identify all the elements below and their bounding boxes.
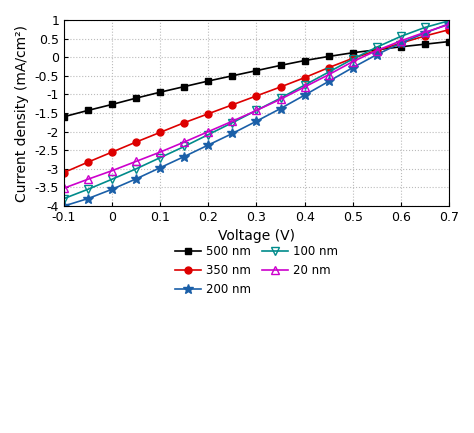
20 nm xyxy=(229,119,235,124)
Line: 20 nm: 20 nm xyxy=(60,20,453,192)
350 nm xyxy=(302,75,308,80)
350 nm xyxy=(278,84,283,90)
20 nm xyxy=(326,72,331,77)
500 nm xyxy=(350,50,356,55)
100 nm xyxy=(278,96,283,101)
200 nm xyxy=(61,204,67,209)
500 nm xyxy=(61,114,67,120)
100 nm xyxy=(398,34,404,39)
500 nm xyxy=(205,78,211,84)
350 nm xyxy=(157,130,163,135)
500 nm xyxy=(85,108,91,113)
500 nm xyxy=(398,44,404,49)
Line: 500 nm: 500 nm xyxy=(61,38,453,120)
500 nm xyxy=(278,63,283,68)
20 nm xyxy=(350,59,356,64)
350 nm xyxy=(254,93,259,98)
500 nm xyxy=(446,39,452,44)
200 nm xyxy=(422,30,428,36)
20 nm xyxy=(85,177,91,182)
100 nm xyxy=(205,132,211,137)
100 nm xyxy=(61,196,67,201)
20 nm xyxy=(182,139,187,145)
350 nm xyxy=(205,111,211,116)
200 nm xyxy=(326,79,331,84)
350 nm xyxy=(61,170,67,175)
350 nm xyxy=(85,159,91,165)
100 nm xyxy=(422,25,428,30)
500 nm xyxy=(182,84,187,89)
500 nm xyxy=(326,54,331,59)
Y-axis label: Current density (mA/cm²): Current density (mA/cm²) xyxy=(15,25,29,201)
200 nm xyxy=(374,52,380,57)
100 nm xyxy=(254,108,259,113)
350 nm xyxy=(109,149,115,155)
20 nm xyxy=(374,48,380,53)
100 nm xyxy=(350,56,356,61)
500 nm xyxy=(422,42,428,47)
350 nm xyxy=(182,120,187,125)
500 nm xyxy=(302,58,308,63)
20 nm xyxy=(278,97,283,102)
200 nm xyxy=(182,154,187,159)
350 nm xyxy=(422,33,428,39)
100 nm xyxy=(109,177,115,182)
100 nm xyxy=(157,155,163,160)
20 nm xyxy=(302,84,308,90)
500 nm xyxy=(133,96,139,101)
Legend: 500 nm, 350 nm, 200 nm, 100 nm, 20 nm: 500 nm, 350 nm, 200 nm, 100 nm, 20 nm xyxy=(175,246,338,296)
200 nm xyxy=(205,142,211,148)
Line: 100 nm: 100 nm xyxy=(60,16,453,203)
100 nm xyxy=(302,83,308,88)
20 nm xyxy=(446,22,452,27)
200 nm xyxy=(446,21,452,26)
500 nm xyxy=(254,68,259,73)
X-axis label: Voltage (V): Voltage (V) xyxy=(218,229,295,243)
20 nm xyxy=(422,30,428,35)
100 nm xyxy=(374,45,380,50)
100 nm xyxy=(182,144,187,149)
Line: 200 nm: 200 nm xyxy=(59,19,454,211)
350 nm xyxy=(446,27,452,32)
200 nm xyxy=(278,106,283,111)
20 nm xyxy=(205,129,211,134)
100 nm xyxy=(446,18,452,23)
500 nm xyxy=(229,73,235,78)
350 nm xyxy=(350,56,356,61)
350 nm xyxy=(229,102,235,107)
350 nm xyxy=(133,139,139,145)
20 nm xyxy=(133,159,139,164)
200 nm xyxy=(157,165,163,170)
100 nm xyxy=(229,120,235,125)
20 nm xyxy=(61,186,67,191)
200 nm xyxy=(302,93,308,98)
200 nm xyxy=(398,40,404,45)
20 nm xyxy=(398,38,404,43)
500 nm xyxy=(157,90,163,95)
200 nm xyxy=(229,131,235,136)
20 nm xyxy=(157,149,163,155)
200 nm xyxy=(254,119,259,124)
20 nm xyxy=(109,168,115,173)
200 nm xyxy=(350,65,356,70)
100 nm xyxy=(133,166,139,171)
100 nm xyxy=(85,187,91,192)
20 nm xyxy=(254,108,259,113)
350 nm xyxy=(374,48,380,53)
Line: 350 nm: 350 nm xyxy=(61,26,453,176)
200 nm xyxy=(109,187,115,192)
350 nm xyxy=(326,65,331,70)
200 nm xyxy=(85,196,91,201)
500 nm xyxy=(109,102,115,107)
350 nm xyxy=(398,40,404,45)
100 nm xyxy=(326,69,331,74)
500 nm xyxy=(374,47,380,52)
200 nm xyxy=(133,176,139,181)
